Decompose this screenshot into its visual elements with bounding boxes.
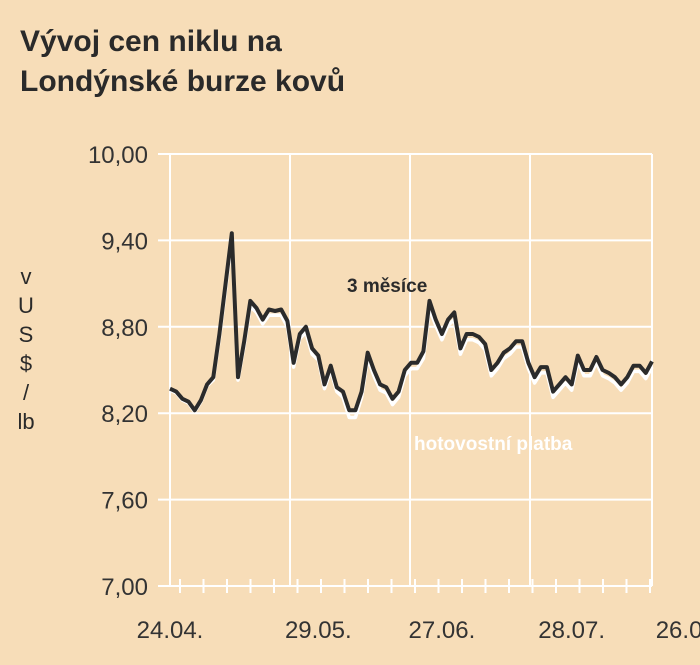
annotation-cash: hotovostní platba	[414, 434, 573, 455]
series-line-three-month	[169, 231, 654, 413]
y-tick-label: 10,00	[88, 142, 148, 169]
y-axis-label-part: lb	[17, 409, 35, 434]
x-tick-label: 27.06.	[409, 617, 476, 644]
x-tick-labels: 24.04. 29.05. 27.06. 28.07. 26.08.	[137, 617, 700, 644]
annotation-three-month: 3 měsíce	[347, 276, 427, 297]
chart-title: Vývoj cen niklu na Londýnské burze kovů	[20, 25, 346, 98]
y-tick-label: 8,80	[101, 315, 148, 342]
y-tick-label: 7,00	[101, 574, 148, 601]
y-axis-label-part: $	[19, 351, 33, 376]
x-tick-label: 26.08.	[656, 617, 700, 644]
y-axis-label-part: /	[22, 380, 30, 405]
series-lines	[169, 231, 654, 420]
x-tick-label: 24.04.	[137, 617, 204, 644]
y-tick-labels: 7,00 7,60 8,20 8,80 9,40 10,00	[88, 142, 148, 601]
y-tick-label: 7,60	[101, 488, 148, 515]
x-tick-label: 28.07.	[538, 617, 605, 644]
x-tick-label: 29.05.	[285, 617, 352, 644]
y-axis-label-part: U	[18, 293, 34, 318]
y-axis-label: v U S $ / lb	[14, 262, 38, 436]
y-tick-label: 9,40	[101, 228, 148, 255]
y-tick-label: 8,20	[101, 401, 148, 428]
y-axis-label-part: S	[18, 322, 34, 347]
y-axis-label-part: v	[20, 264, 32, 289]
